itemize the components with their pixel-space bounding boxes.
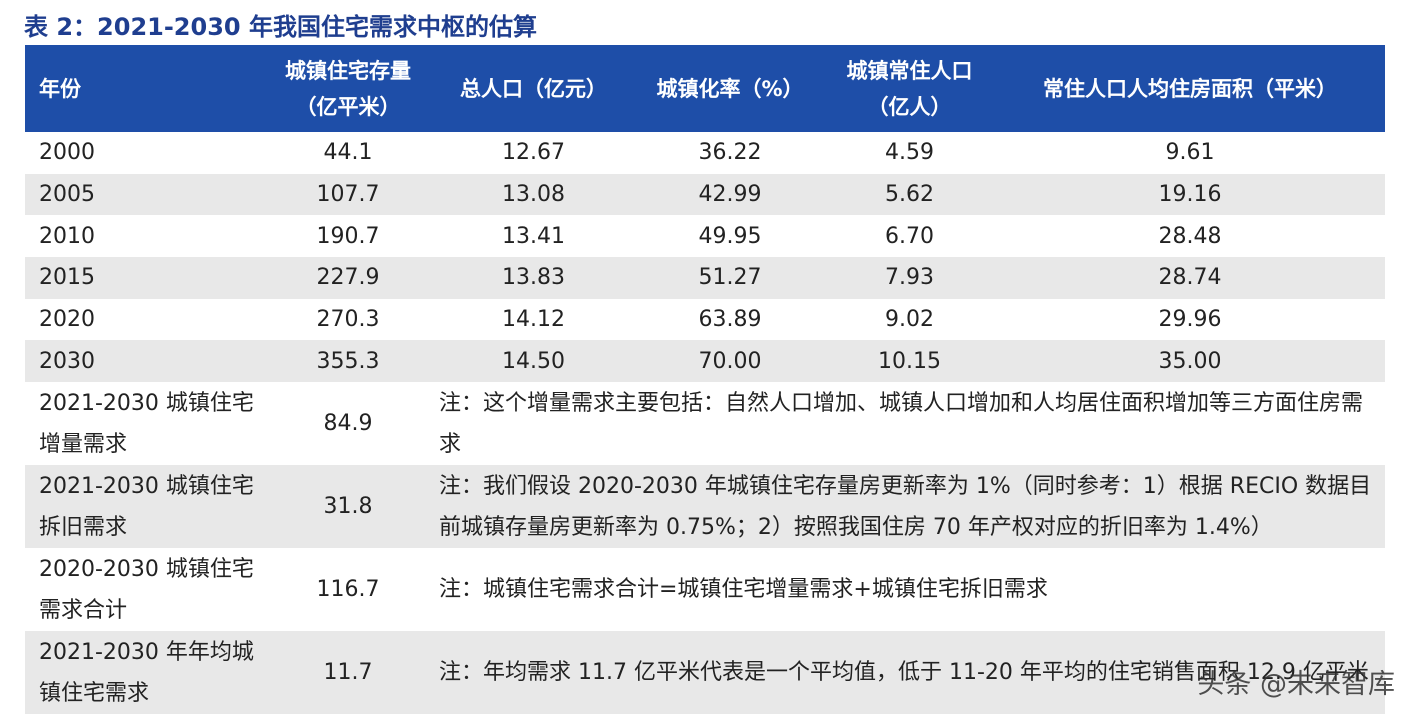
table-title: 表 2：2021-2030 年我国住宅需求中枢的估算: [24, 13, 537, 41]
summary-value: 31.8: [323, 494, 373, 520]
housing-demand-table: 年份 城镇住宅存量（亿平米） 总人口（亿元） 城镇化率（%） 城镇常住人口（亿人…: [25, 45, 1385, 715]
summary-value: 84.9: [323, 411, 373, 437]
cell-year: 2015: [39, 265, 95, 291]
cell-housing-stock: 227.9: [316, 265, 380, 291]
table-row: 2030 355.3 14.50 70.00 10.15 35.00: [25, 340, 1385, 383]
cell-urbanization-rate: 63.89: [698, 307, 762, 333]
cell-per-capita-area: 35.00: [1158, 348, 1222, 374]
summary-row: 2021-2030 城镇住宅拆旧需求 31.8 注：我们假设 2020-2030…: [25, 465, 1385, 549]
summary-note: 注：城镇住宅需求合计=城镇住宅增量需求+城镇住宅拆旧需求: [439, 577, 1048, 603]
cell-per-capita-area: 28.74: [1158, 265, 1222, 291]
summary-label: 2020-2030 城镇住宅需求合计: [39, 556, 254, 623]
cell-total-population: 14.50: [502, 348, 565, 374]
header-per-capita-area: 常住人口人均住房面积（平米）: [1043, 76, 1337, 101]
cell-year: 2000: [39, 140, 95, 166]
cell-housing-stock: 270.3: [316, 307, 380, 333]
cell-total-population: 13.08: [502, 182, 565, 208]
cell-urbanization-rate: 51.27: [698, 265, 762, 291]
cell-total-population: 14.12: [502, 307, 565, 333]
header-urbanization-rate: 城镇化率（%）: [656, 76, 804, 101]
summary-value: 116.7: [316, 577, 380, 603]
summary-value: 11.7: [323, 660, 373, 686]
table-row: 2005 107.7 13.08 42.99 5.62 19.16: [25, 173, 1385, 216]
table-row: 2015 227.9 13.83 51.27 7.93 28.74: [25, 257, 1385, 299]
cell-total-population: 12.67: [502, 140, 565, 166]
cell-year: 2030: [39, 348, 95, 374]
cell-per-capita-area: 19.16: [1158, 182, 1222, 208]
cell-housing-stock: 107.7: [316, 182, 380, 208]
header-total-population: 总人口（亿元）: [460, 76, 607, 101]
cell-urban-population: 6.70: [885, 223, 934, 249]
cell-urbanization-rate: 49.95: [698, 223, 762, 249]
cell-urban-population: 7.93: [885, 265, 934, 291]
cell-housing-stock: 355.3: [316, 348, 380, 374]
summary-label: 2021-2030 年年均城镇住宅需求: [39, 639, 254, 706]
table-row: 2010 190.7 13.41 49.95 6.70 28.48: [25, 215, 1385, 257]
cell-urban-population: 5.62: [885, 182, 934, 208]
cell-per-capita-area: 28.48: [1158, 223, 1222, 249]
cell-total-population: 13.83: [502, 265, 565, 291]
summary-note: 注：年均需求 11.7 亿平米代表是一个平均值，低于 11-20 年平均的住宅销…: [439, 660, 1369, 686]
summary-label: 2021-2030 城镇住宅拆旧需求: [39, 473, 254, 540]
cell-urban-population: 10.15: [878, 348, 941, 374]
cell-year: 2020: [39, 307, 95, 333]
header-row: 年份 城镇住宅存量（亿平米） 总人口（亿元） 城镇化率（%） 城镇常住人口（亿人…: [25, 45, 1385, 132]
summary-row: 2021-2030 城镇住宅增量需求 84.9 注：这个增量需求主要包括：自然人…: [25, 382, 1385, 465]
cell-housing-stock: 44.1: [323, 140, 373, 166]
table-row: 2000 44.1 12.67 36.22 4.59 9.61: [25, 132, 1385, 174]
summary-row: 2020-2030 城镇住宅需求合计 116.7 注：城镇住宅需求合计=城镇住宅…: [25, 548, 1385, 631]
cell-urbanization-rate: 42.99: [698, 182, 762, 208]
cell-year: 2005: [39, 182, 95, 208]
cell-urban-population: 9.02: [885, 307, 934, 333]
cell-urban-population: 4.59: [885, 140, 934, 166]
cell-housing-stock: 190.7: [316, 223, 380, 249]
header-housing-stock: 城镇住宅存量（亿平米）: [285, 58, 411, 119]
cell-urbanization-rate: 36.22: [698, 140, 762, 166]
header-year: 年份: [39, 76, 81, 101]
cell-urbanization-rate: 70.00: [698, 348, 762, 374]
cell-year: 2010: [39, 223, 95, 249]
table-row: 2020 270.3 14.12 63.89 9.02 29.96: [25, 299, 1385, 341]
watermark: 头条 @未来智库: [1197, 669, 1395, 700]
summary-note: 注：我们假设 2020-2030 年城镇住宅存量房更新率为 1%（同时参考：1）…: [439, 473, 1372, 540]
summary-note: 注：这个增量需求主要包括：自然人口增加、城镇人口增加和人均居住面积增加等三方面住…: [439, 390, 1364, 457]
cell-per-capita-area: 9.61: [1165, 140, 1215, 166]
header-urban-population: 城镇常住人口（亿人）: [846, 58, 973, 119]
summary-row: 2021-2030 年年均城镇住宅需求 11.7 注：年均需求 11.7 亿平米…: [25, 631, 1385, 715]
cell-per-capita-area: 29.96: [1158, 307, 1222, 333]
summary-label: 2021-2030 城镇住宅增量需求: [39, 390, 254, 457]
cell-total-population: 13.41: [502, 223, 565, 249]
